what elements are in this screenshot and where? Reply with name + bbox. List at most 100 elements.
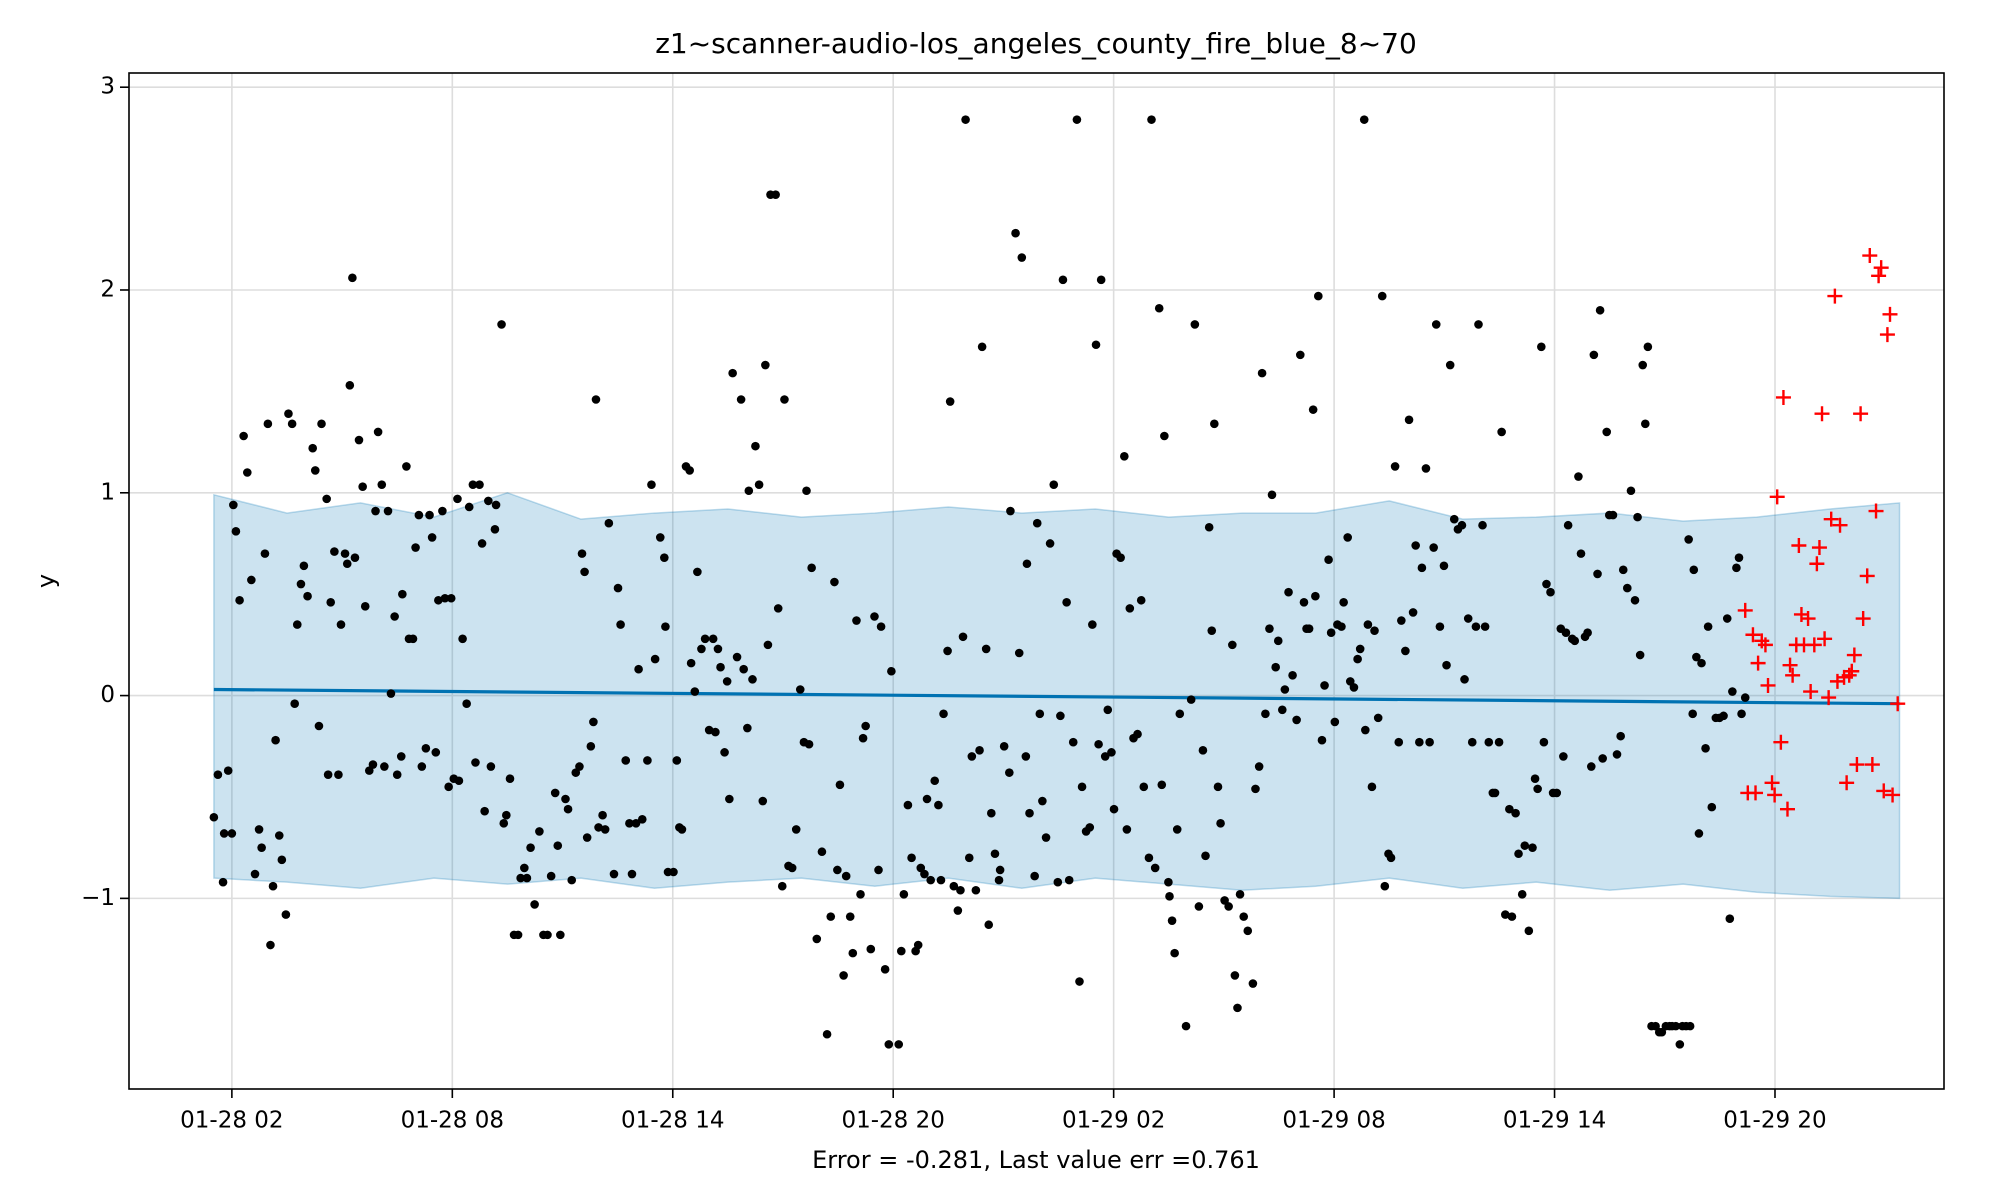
point-marker	[281, 910, 291, 919]
point-marker	[1324, 555, 1333, 565]
point-marker	[1748, 785, 1764, 801]
point-marker	[1570, 636, 1580, 646]
point-marker	[1439, 561, 1449, 571]
point-marker	[1120, 451, 1129, 461]
point-marker	[1317, 735, 1327, 745]
point-marker	[949, 881, 959, 891]
point-marker	[700, 634, 710, 644]
point-marker	[956, 885, 965, 895]
point-marker	[1320, 681, 1329, 690]
point-marker	[556, 930, 565, 940]
point-marker	[580, 567, 589, 577]
point-marker	[634, 664, 643, 674]
point-marker	[1251, 784, 1260, 794]
point-marker	[505, 774, 515, 784]
point-marker	[861, 721, 870, 731]
point-marker	[589, 717, 598, 727]
point-marker	[1497, 427, 1506, 437]
point-marker	[1859, 568, 1875, 584]
point-marker	[468, 480, 478, 489]
point-marker	[1288, 670, 1297, 680]
point-marker	[1616, 731, 1625, 741]
point-marker	[1520, 841, 1530, 850]
point-marker	[894, 1040, 904, 1049]
point-marker	[1701, 744, 1710, 753]
point-marker	[290, 699, 300, 708]
point-marker	[229, 500, 238, 510]
point-marker	[453, 494, 462, 504]
point-marker	[383, 506, 393, 516]
point-marker	[984, 920, 994, 930]
point-marker	[1561, 628, 1571, 638]
point-marker	[1890, 696, 1906, 712]
point-marker	[835, 780, 845, 790]
x-tick-label: 01-28 02	[180, 1108, 283, 1134]
point-marker	[1139, 782, 1149, 792]
point-marker	[1707, 802, 1717, 812]
point-marker	[953, 906, 963, 915]
point-marker	[1109, 804, 1119, 814]
point-marker	[390, 612, 399, 621]
point-marker	[471, 758, 480, 767]
point-marker	[1386, 853, 1396, 863]
point-marker	[1359, 115, 1369, 124]
point-marker	[637, 814, 647, 824]
point-marker	[1864, 757, 1880, 773]
point-marker	[1697, 658, 1706, 668]
point-marker	[1692, 652, 1701, 662]
point-marker	[1871, 268, 1887, 284]
point-marker	[922, 794, 932, 804]
point-marker	[1728, 687, 1737, 696]
point-marker	[1038, 796, 1047, 806]
point-marker	[643, 756, 652, 765]
point-marker	[1425, 737, 1434, 747]
point-marker	[1277, 705, 1287, 715]
point-marker	[1049, 480, 1059, 489]
point-marker	[1574, 472, 1583, 481]
point-marker	[1021, 752, 1031, 761]
point-marker	[661, 622, 670, 631]
point-marker	[926, 875, 935, 885]
point-marker	[1806, 637, 1822, 653]
point-marker	[1524, 926, 1534, 936]
point-marker	[1740, 693, 1750, 702]
point-marker	[1373, 713, 1383, 723]
point-marker	[1006, 506, 1015, 516]
point-marker	[243, 468, 252, 477]
point-marker	[631, 819, 641, 828]
point-marker	[870, 612, 879, 621]
point-marker	[575, 762, 584, 771]
point-marker	[1190, 320, 1200, 329]
point-marker	[1022, 559, 1032, 569]
point-marker	[1273, 636, 1283, 646]
point-marker	[1598, 754, 1607, 763]
point-marker	[1640, 419, 1650, 429]
point-marker	[975, 746, 984, 755]
point-marker	[1622, 583, 1632, 593]
point-marker	[314, 721, 324, 731]
point-marker	[1608, 510, 1618, 520]
point-marker	[1460, 675, 1469, 684]
point-marker	[848, 948, 858, 958]
point-marker	[936, 875, 946, 885]
point-marker	[795, 685, 805, 694]
point-marker	[480, 806, 489, 816]
point-marker	[247, 575, 256, 585]
point-marker	[817, 847, 827, 857]
point-marker	[284, 409, 293, 418]
point-marker	[334, 770, 343, 779]
y-tick-label: −1	[81, 885, 115, 911]
point-marker	[1862, 248, 1878, 264]
point-marker	[845, 912, 855, 921]
point-marker	[1201, 851, 1210, 861]
point-marker	[1827, 288, 1843, 304]
point-marker	[720, 748, 729, 757]
point-marker	[563, 804, 573, 814]
point-marker	[1435, 622, 1445, 631]
point-marker	[1855, 611, 1871, 627]
point-marker	[690, 687, 700, 696]
point-marker	[458, 634, 467, 644]
point-marker	[833, 865, 842, 875]
point-marker	[1876, 783, 1892, 799]
